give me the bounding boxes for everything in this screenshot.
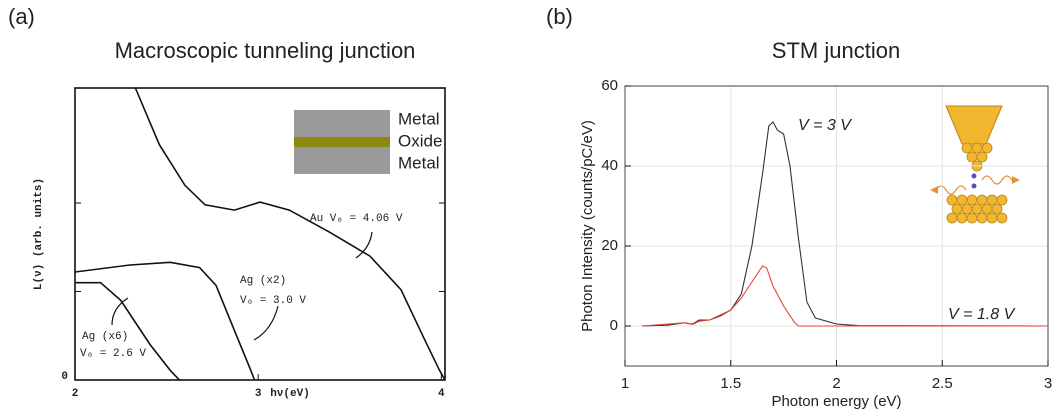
arrow bbox=[355, 231, 373, 259]
x-tick-label: 2 bbox=[832, 375, 840, 392]
x-tick-label: 2 bbox=[72, 388, 79, 400]
line bbox=[641, 265, 1048, 327]
inset-label: Metal bbox=[398, 153, 440, 172]
annotation: Ag (x2) bbox=[240, 275, 286, 287]
annotation: Ag (x6) bbox=[82, 331, 128, 343]
line bbox=[641, 121, 1049, 327]
annotation: V₀ = 3.0 V bbox=[240, 295, 306, 307]
y-tick-label: 40 bbox=[601, 157, 618, 174]
x-tick-label: 4 bbox=[438, 388, 445, 400]
series-label: V = 3 V bbox=[798, 117, 852, 134]
chart-title: STM junction bbox=[772, 38, 900, 63]
y-tick-label: 0 bbox=[61, 371, 68, 383]
annotation: V₀ = 2.6 V bbox=[80, 348, 146, 360]
x-tick-label: 2.5 bbox=[932, 375, 953, 392]
x-tick-label: 1.5 bbox=[720, 375, 741, 392]
panel-label: (a) bbox=[8, 4, 35, 29]
y-axis-label: L(ν) (arb. units) bbox=[33, 178, 45, 290]
x-tick-label: 3 bbox=[255, 388, 262, 400]
x-axis-label: Photon energy (eV) bbox=[771, 393, 901, 410]
chart-title: Macroscopic tunneling junction bbox=[115, 38, 416, 63]
line bbox=[74, 261, 256, 381]
panel-label: (b) bbox=[546, 4, 573, 29]
y-tick-label: 20 bbox=[601, 237, 618, 254]
inset-oxide bbox=[294, 137, 390, 147]
arrow bbox=[253, 305, 279, 341]
arrow bbox=[111, 297, 129, 326]
series-label: V = 1.8 V bbox=[948, 306, 1016, 323]
x-axis-label: hν(eV) bbox=[270, 388, 310, 400]
inset-label: Oxide bbox=[398, 131, 442, 150]
y-tick-label: 60 bbox=[601, 77, 618, 94]
annotation: Au V₀ = 4.06 V bbox=[310, 213, 403, 225]
x-tick-label: 1 bbox=[621, 375, 629, 392]
y-axis-label: Photon Intensity (counts/pC/eV) bbox=[579, 120, 596, 332]
y-tick-label: 0 bbox=[610, 317, 618, 334]
line bbox=[134, 87, 446, 381]
line bbox=[75, 281, 180, 381]
plot-frame bbox=[74, 87, 446, 381]
stm-icon bbox=[930, 105, 1020, 224]
x-tick-label: 3 bbox=[1044, 375, 1052, 392]
inset-label: Metal bbox=[398, 109, 440, 128]
